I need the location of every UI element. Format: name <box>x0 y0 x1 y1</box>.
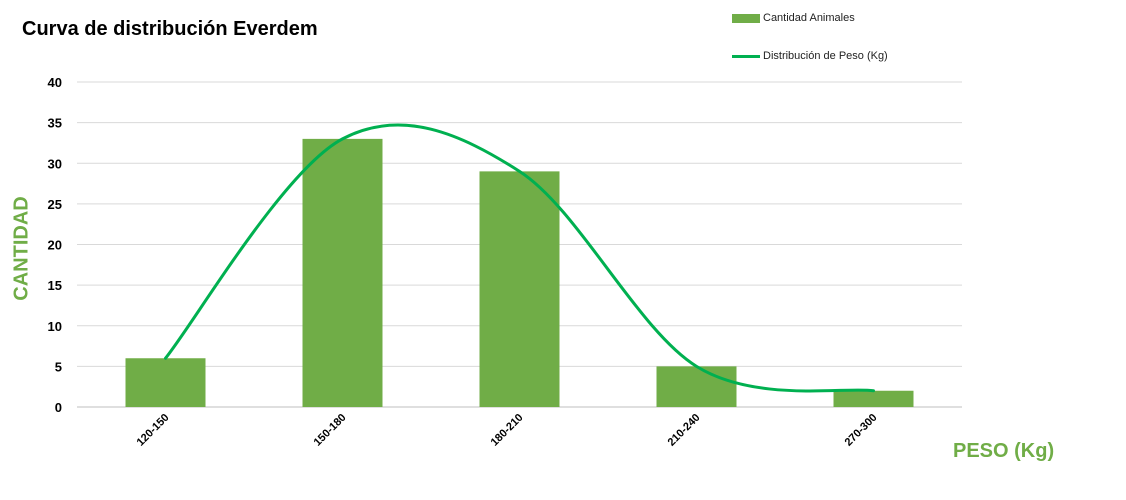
legend: Cantidad Animales Distribución de Peso (… <box>732 10 888 64</box>
y-tick-label: 25 <box>48 197 62 212</box>
y-tick-label: 5 <box>55 359 62 374</box>
legend-item-bars: Cantidad Animales <box>732 10 888 26</box>
series-line <box>164 123 875 393</box>
legend-item-line: Distribución de Peso (Kg) <box>732 48 888 64</box>
legend-label-line: Distribución de Peso (Kg) <box>763 50 888 62</box>
chart-title: Curva de distribución Everdem <box>22 18 318 40</box>
x-axis-label: PESO (Kg) <box>953 440 1055 462</box>
y-tick-label: 0 <box>55 400 62 415</box>
bar <box>302 138 383 407</box>
bar <box>833 390 914 407</box>
x-tick-label: 210-240 <box>666 412 703 449</box>
x-tick-label: 180-210 <box>489 412 526 449</box>
bar <box>656 366 737 407</box>
y-tick-label: 30 <box>48 156 62 171</box>
y-tick-label: 15 <box>48 278 62 293</box>
legend-swatch-line <box>732 54 760 58</box>
bar <box>479 171 560 407</box>
bar <box>125 358 206 407</box>
legend-label-bars: Cantidad Animales <box>763 12 855 24</box>
x-tick-label: 150-180 <box>312 412 349 449</box>
y-tick-label: 20 <box>48 238 62 253</box>
y-tick-label: 40 <box>48 75 62 90</box>
x-tick-label: 120-150 <box>135 412 172 449</box>
x-tick-label: 270-300 <box>843 412 880 449</box>
y-tick-label: 35 <box>48 116 62 131</box>
legend-swatch-bars <box>732 13 760 23</box>
y-tick-label: 10 <box>48 319 62 334</box>
